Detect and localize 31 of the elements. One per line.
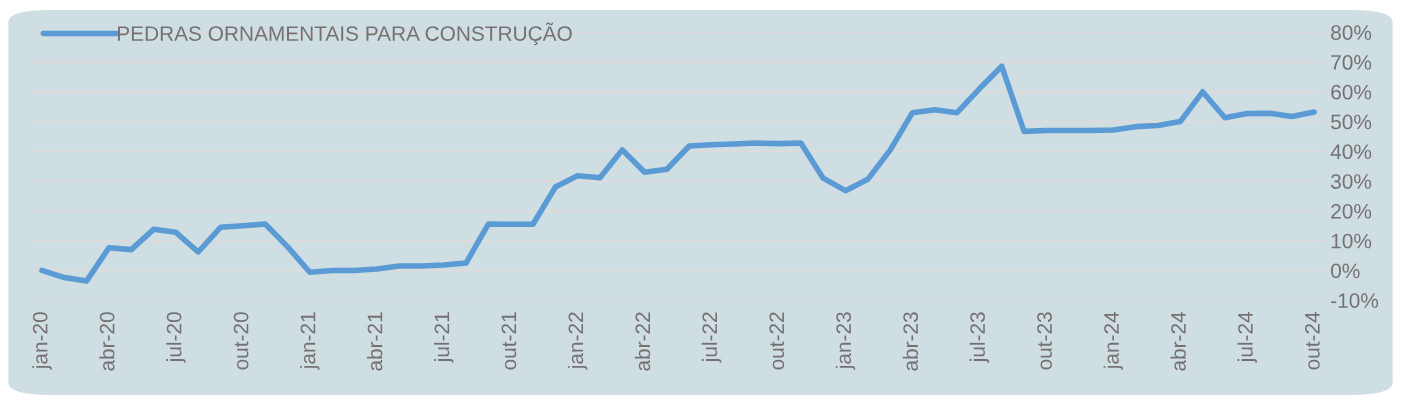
x-tick-label: out-20 [233,312,249,370]
x-tick-label: out-21 [501,312,517,370]
x-tick-label: abr-23 [902,312,919,371]
y-tick-label: 70% [1331,55,1372,70]
y-tick-label: -10% [1331,293,1379,308]
legend-label: PEDRAS ORNAMENTAIS PARA CONSTRUÇÃO [117,22,572,46]
y-tick-label: 50% [1331,114,1372,130]
y-tick-label: 60% [1331,84,1372,100]
x-tick-label: jan-23 [835,312,856,370]
y-tick-label: 30% [1331,174,1372,189]
y-tick-label: 40% [1330,144,1372,160]
y-tick-label: 0% [1331,263,1360,279]
x-tick-label: abr-21 [367,312,383,371]
x-tick-label: jan-21 [300,312,320,370]
x-tick-label: jul-21 [434,312,454,363]
y-tick-label: 80% [1331,25,1372,40]
y-tick-label: 10% [1331,233,1372,249]
x-tick-label: abr-20 [99,312,115,371]
x-tick-label: out-24 [1305,311,1320,370]
x-tick-label: abr-22 [634,312,651,371]
x-tick-label: jul-23 [969,312,990,363]
x-tick-label: jul-20 [166,312,186,363]
x-tick-label: jul-24 [1237,311,1257,363]
x-tick-label: abr-24 [1170,311,1186,371]
x-tick-label: jul-22 [701,312,722,363]
x-tick-label: out-23 [1037,312,1052,370]
y-tick-label: 20% [1331,203,1372,219]
x-tick-label: out-22 [769,312,785,370]
x-tick-label: jan-20 [32,312,52,370]
x-tick-label: jan-24 [1103,311,1124,370]
x-tick-label: jan-22 [567,312,588,370]
